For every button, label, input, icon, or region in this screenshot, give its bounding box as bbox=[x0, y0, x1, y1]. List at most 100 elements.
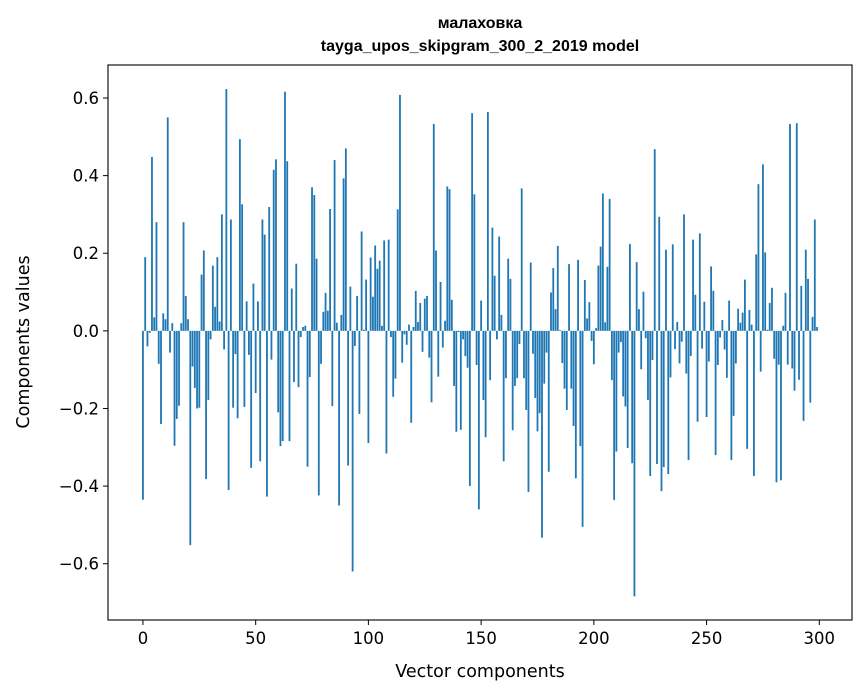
bar bbox=[649, 330, 652, 477]
bar bbox=[719, 330, 722, 338]
bar bbox=[421, 330, 424, 352]
bar bbox=[489, 330, 492, 381]
bar bbox=[261, 219, 264, 331]
bar bbox=[692, 239, 694, 331]
bar bbox=[617, 330, 620, 353]
bar bbox=[813, 219, 816, 331]
bar bbox=[403, 330, 406, 335]
bar bbox=[372, 296, 374, 331]
bar bbox=[509, 278, 512, 331]
bar bbox=[665, 249, 667, 331]
bar bbox=[153, 317, 156, 331]
bar bbox=[322, 311, 325, 331]
bar bbox=[703, 301, 706, 331]
bar bbox=[728, 300, 731, 331]
bar bbox=[344, 148, 347, 331]
bar bbox=[698, 233, 701, 331]
bar bbox=[496, 330, 498, 340]
bar bbox=[536, 330, 539, 432]
bar bbox=[782, 325, 785, 331]
bar bbox=[565, 330, 568, 411]
bar bbox=[225, 89, 228, 331]
y-tick-label: 0.6 bbox=[73, 89, 99, 108]
bar bbox=[683, 214, 685, 331]
bar bbox=[214, 306, 216, 331]
bar bbox=[302, 326, 304, 331]
bar bbox=[164, 319, 167, 331]
bar bbox=[464, 330, 467, 357]
bar bbox=[245, 301, 248, 331]
bar bbox=[369, 257, 372, 331]
bar bbox=[257, 301, 259, 331]
bar bbox=[653, 149, 656, 331]
bar bbox=[155, 222, 158, 331]
bar bbox=[723, 330, 726, 350]
bar bbox=[730, 330, 733, 461]
bar bbox=[613, 330, 616, 501]
bar bbox=[408, 324, 410, 331]
bar bbox=[523, 330, 525, 379]
bar bbox=[196, 330, 198, 409]
bar bbox=[732, 330, 735, 416]
bar bbox=[216, 257, 219, 331]
bar bbox=[635, 262, 638, 331]
bar bbox=[362, 329, 365, 331]
bar bbox=[477, 330, 480, 510]
bar bbox=[419, 302, 422, 331]
bar bbox=[768, 302, 771, 331]
bar bbox=[142, 330, 144, 500]
bar bbox=[365, 279, 368, 331]
bar bbox=[493, 275, 496, 331]
y-axis-label: Components values bbox=[14, 255, 34, 428]
bar bbox=[200, 274, 203, 331]
bar bbox=[592, 330, 595, 365]
bar bbox=[401, 330, 404, 363]
bar bbox=[335, 322, 338, 331]
bar bbox=[541, 330, 543, 538]
bar bbox=[514, 330, 516, 386]
bar bbox=[804, 249, 807, 331]
bar bbox=[516, 330, 519, 379]
bar bbox=[182, 222, 185, 331]
bar bbox=[680, 330, 683, 342]
bar bbox=[786, 330, 789, 365]
bar bbox=[642, 291, 645, 331]
bar bbox=[410, 330, 413, 423]
bar bbox=[329, 208, 331, 331]
bar bbox=[308, 330, 311, 378]
bar bbox=[552, 267, 555, 331]
bar bbox=[689, 330, 692, 357]
bar bbox=[187, 319, 189, 331]
bar bbox=[638, 309, 640, 331]
bar bbox=[480, 300, 483, 331]
bar bbox=[349, 286, 352, 331]
bar bbox=[169, 330, 171, 353]
bar bbox=[367, 330, 370, 444]
x-tick-label: 150 bbox=[465, 629, 497, 648]
bar bbox=[721, 319, 724, 331]
bar bbox=[414, 290, 417, 331]
y-tick-label: −0.2 bbox=[59, 399, 99, 418]
bar bbox=[331, 330, 334, 407]
bar bbox=[762, 164, 764, 331]
bar bbox=[498, 236, 501, 331]
bar bbox=[317, 330, 320, 496]
bar bbox=[606, 266, 609, 331]
bar bbox=[191, 330, 194, 367]
bar bbox=[473, 194, 476, 331]
bar bbox=[802, 330, 805, 421]
bar bbox=[358, 330, 361, 414]
bar bbox=[254, 330, 257, 393]
bar bbox=[766, 329, 769, 331]
bar bbox=[502, 330, 505, 462]
bar bbox=[211, 265, 214, 331]
bar bbox=[439, 281, 442, 331]
bar bbox=[277, 330, 280, 413]
bar bbox=[780, 330, 782, 481]
bar bbox=[180, 323, 183, 331]
bar bbox=[807, 278, 809, 331]
bar bbox=[430, 330, 433, 403]
y-tick-label: 0.0 bbox=[73, 322, 99, 341]
bar bbox=[615, 330, 618, 452]
bar bbox=[644, 330, 647, 339]
